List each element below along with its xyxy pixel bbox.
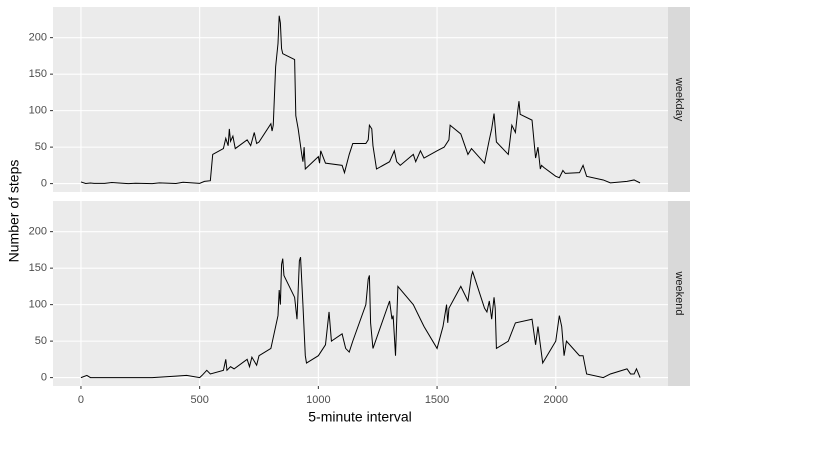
y-tick-label: 150: [29, 68, 47, 80]
x-tick-label: 1500: [425, 394, 449, 406]
data-line: [80, 257, 641, 379]
y-tick-label: 50: [35, 141, 47, 153]
y-tick-label: 50: [35, 335, 47, 347]
y-tick-label: 100: [29, 105, 47, 117]
x-tick-label: 1000: [306, 394, 330, 406]
facet-strip: [668, 201, 690, 386]
x-tick-label: 0: [78, 394, 84, 406]
y-tick-label: 200: [29, 32, 47, 44]
x-axis-title: 5-minute interval: [308, 409, 412, 425]
facet-strip: [668, 7, 690, 192]
y-tick-label: 100: [29, 299, 47, 311]
y-tick-label: 0: [41, 178, 47, 190]
y-tick-label: 0: [41, 372, 47, 384]
panel-background: [53, 201, 668, 386]
facet-label: weekend: [673, 270, 685, 315]
data-line: [80, 15, 641, 185]
x-tick-label: 500: [190, 394, 208, 406]
y-axis-title: Number of steps: [6, 160, 22, 263]
y-tick-label: 200: [29, 226, 47, 238]
facet-label: weekday: [673, 77, 685, 122]
x-tick-label: 2000: [544, 394, 568, 406]
y-tick-label: 150: [29, 262, 47, 274]
panel-background: [53, 7, 668, 192]
